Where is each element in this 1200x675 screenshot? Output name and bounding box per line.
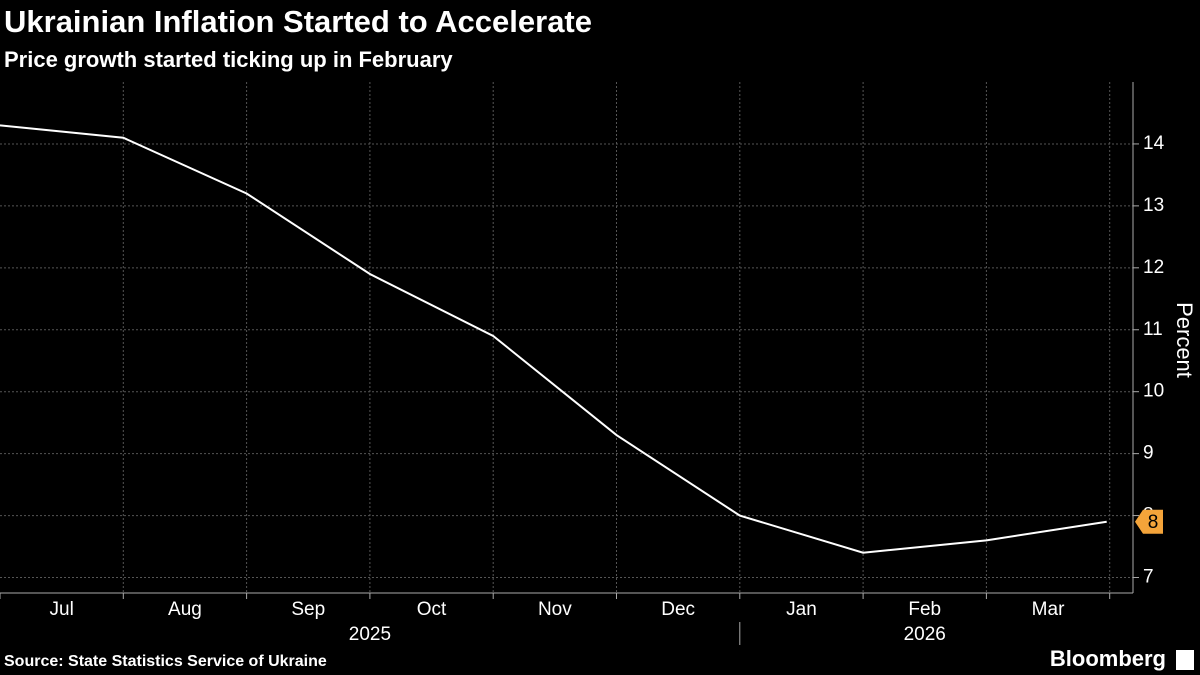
- line: [0, 124, 1107, 554]
- x-tick-label: Sep: [291, 599, 325, 620]
- year-label: 2026: [904, 624, 946, 645]
- x-tick-label: Oct: [417, 599, 447, 620]
- value-label-tag: [1135, 509, 1163, 534]
- brand: Bloomberg: [1050, 646, 1166, 671]
- x-tick-label: Feb: [908, 599, 941, 620]
- x-tick-label: Aug: [168, 599, 202, 620]
- x-tick-label: Nov: [538, 599, 572, 620]
- value-label: 8: [1148, 512, 1159, 533]
- x-tick-label: Dec: [661, 599, 695, 620]
- source: Source: State Statistics Service of Ukra…: [4, 653, 327, 670]
- y-tick-label: 12: [1143, 257, 1164, 278]
- y-tick-label: 11: [1143, 319, 1163, 340]
- brand-icon: [1176, 650, 1194, 670]
- chart-title: Ukrainian Inflation Started to Accelerat…: [4, 4, 592, 39]
- y-tick-label: 7: [1143, 567, 1154, 588]
- y-axis-label: Percent: [1172, 302, 1197, 378]
- x-tick-label: Mar: [1032, 599, 1065, 620]
- y-tick-label: 10: [1143, 381, 1164, 402]
- chart-subtitle: Price growth started ticking up in Febru…: [4, 47, 453, 72]
- x-tick-label: Jul: [50, 599, 74, 620]
- y-tick-label: 9: [1143, 443, 1154, 464]
- year-label: 2025: [349, 624, 391, 645]
- x-tick-label: Jan: [786, 599, 817, 620]
- y-tick-label: 13: [1143, 195, 1164, 216]
- y-tick-label: 14: [1143, 133, 1165, 154]
